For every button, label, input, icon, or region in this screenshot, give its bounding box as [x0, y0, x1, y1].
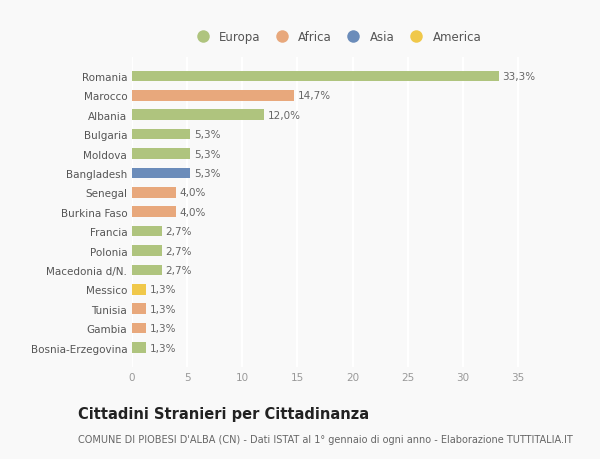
Bar	[132, 110, 265, 121]
Bar	[132, 149, 190, 160]
Bar	[132, 91, 294, 101]
Text: 4,0%: 4,0%	[179, 188, 206, 198]
Text: Cittadini Stranieri per Cittadinanza: Cittadini Stranieri per Cittadinanza	[78, 406, 369, 421]
Text: 1,3%: 1,3%	[149, 324, 176, 333]
Bar	[132, 168, 190, 179]
Bar	[132, 342, 146, 353]
Text: 2,7%: 2,7%	[165, 246, 191, 256]
Text: 14,7%: 14,7%	[298, 91, 331, 101]
Text: 1,3%: 1,3%	[149, 285, 176, 295]
Bar	[132, 304, 146, 314]
Bar	[132, 188, 176, 198]
Bar	[132, 323, 146, 334]
Text: 2,7%: 2,7%	[165, 227, 191, 237]
Text: 4,0%: 4,0%	[179, 207, 206, 217]
Text: COMUNE DI PIOBESI D'ALBA (CN) - Dati ISTAT al 1° gennaio di ogni anno - Elaboraz: COMUNE DI PIOBESI D'ALBA (CN) - Dati IST…	[78, 434, 573, 444]
Text: 5,3%: 5,3%	[194, 130, 220, 140]
Text: 5,3%: 5,3%	[194, 149, 220, 159]
Text: 12,0%: 12,0%	[268, 111, 301, 120]
Text: 2,7%: 2,7%	[165, 265, 191, 275]
Bar	[132, 72, 499, 82]
Bar	[132, 129, 190, 140]
Bar	[132, 226, 162, 237]
Bar	[132, 285, 146, 295]
Text: 5,3%: 5,3%	[194, 168, 220, 179]
Bar	[132, 265, 162, 276]
Bar	[132, 207, 176, 218]
Text: 1,3%: 1,3%	[149, 304, 176, 314]
Text: 33,3%: 33,3%	[503, 72, 536, 82]
Bar	[132, 246, 162, 256]
Legend: Europa, Africa, Asia, America: Europa, Africa, Asia, America	[186, 26, 486, 49]
Text: 1,3%: 1,3%	[149, 343, 176, 353]
